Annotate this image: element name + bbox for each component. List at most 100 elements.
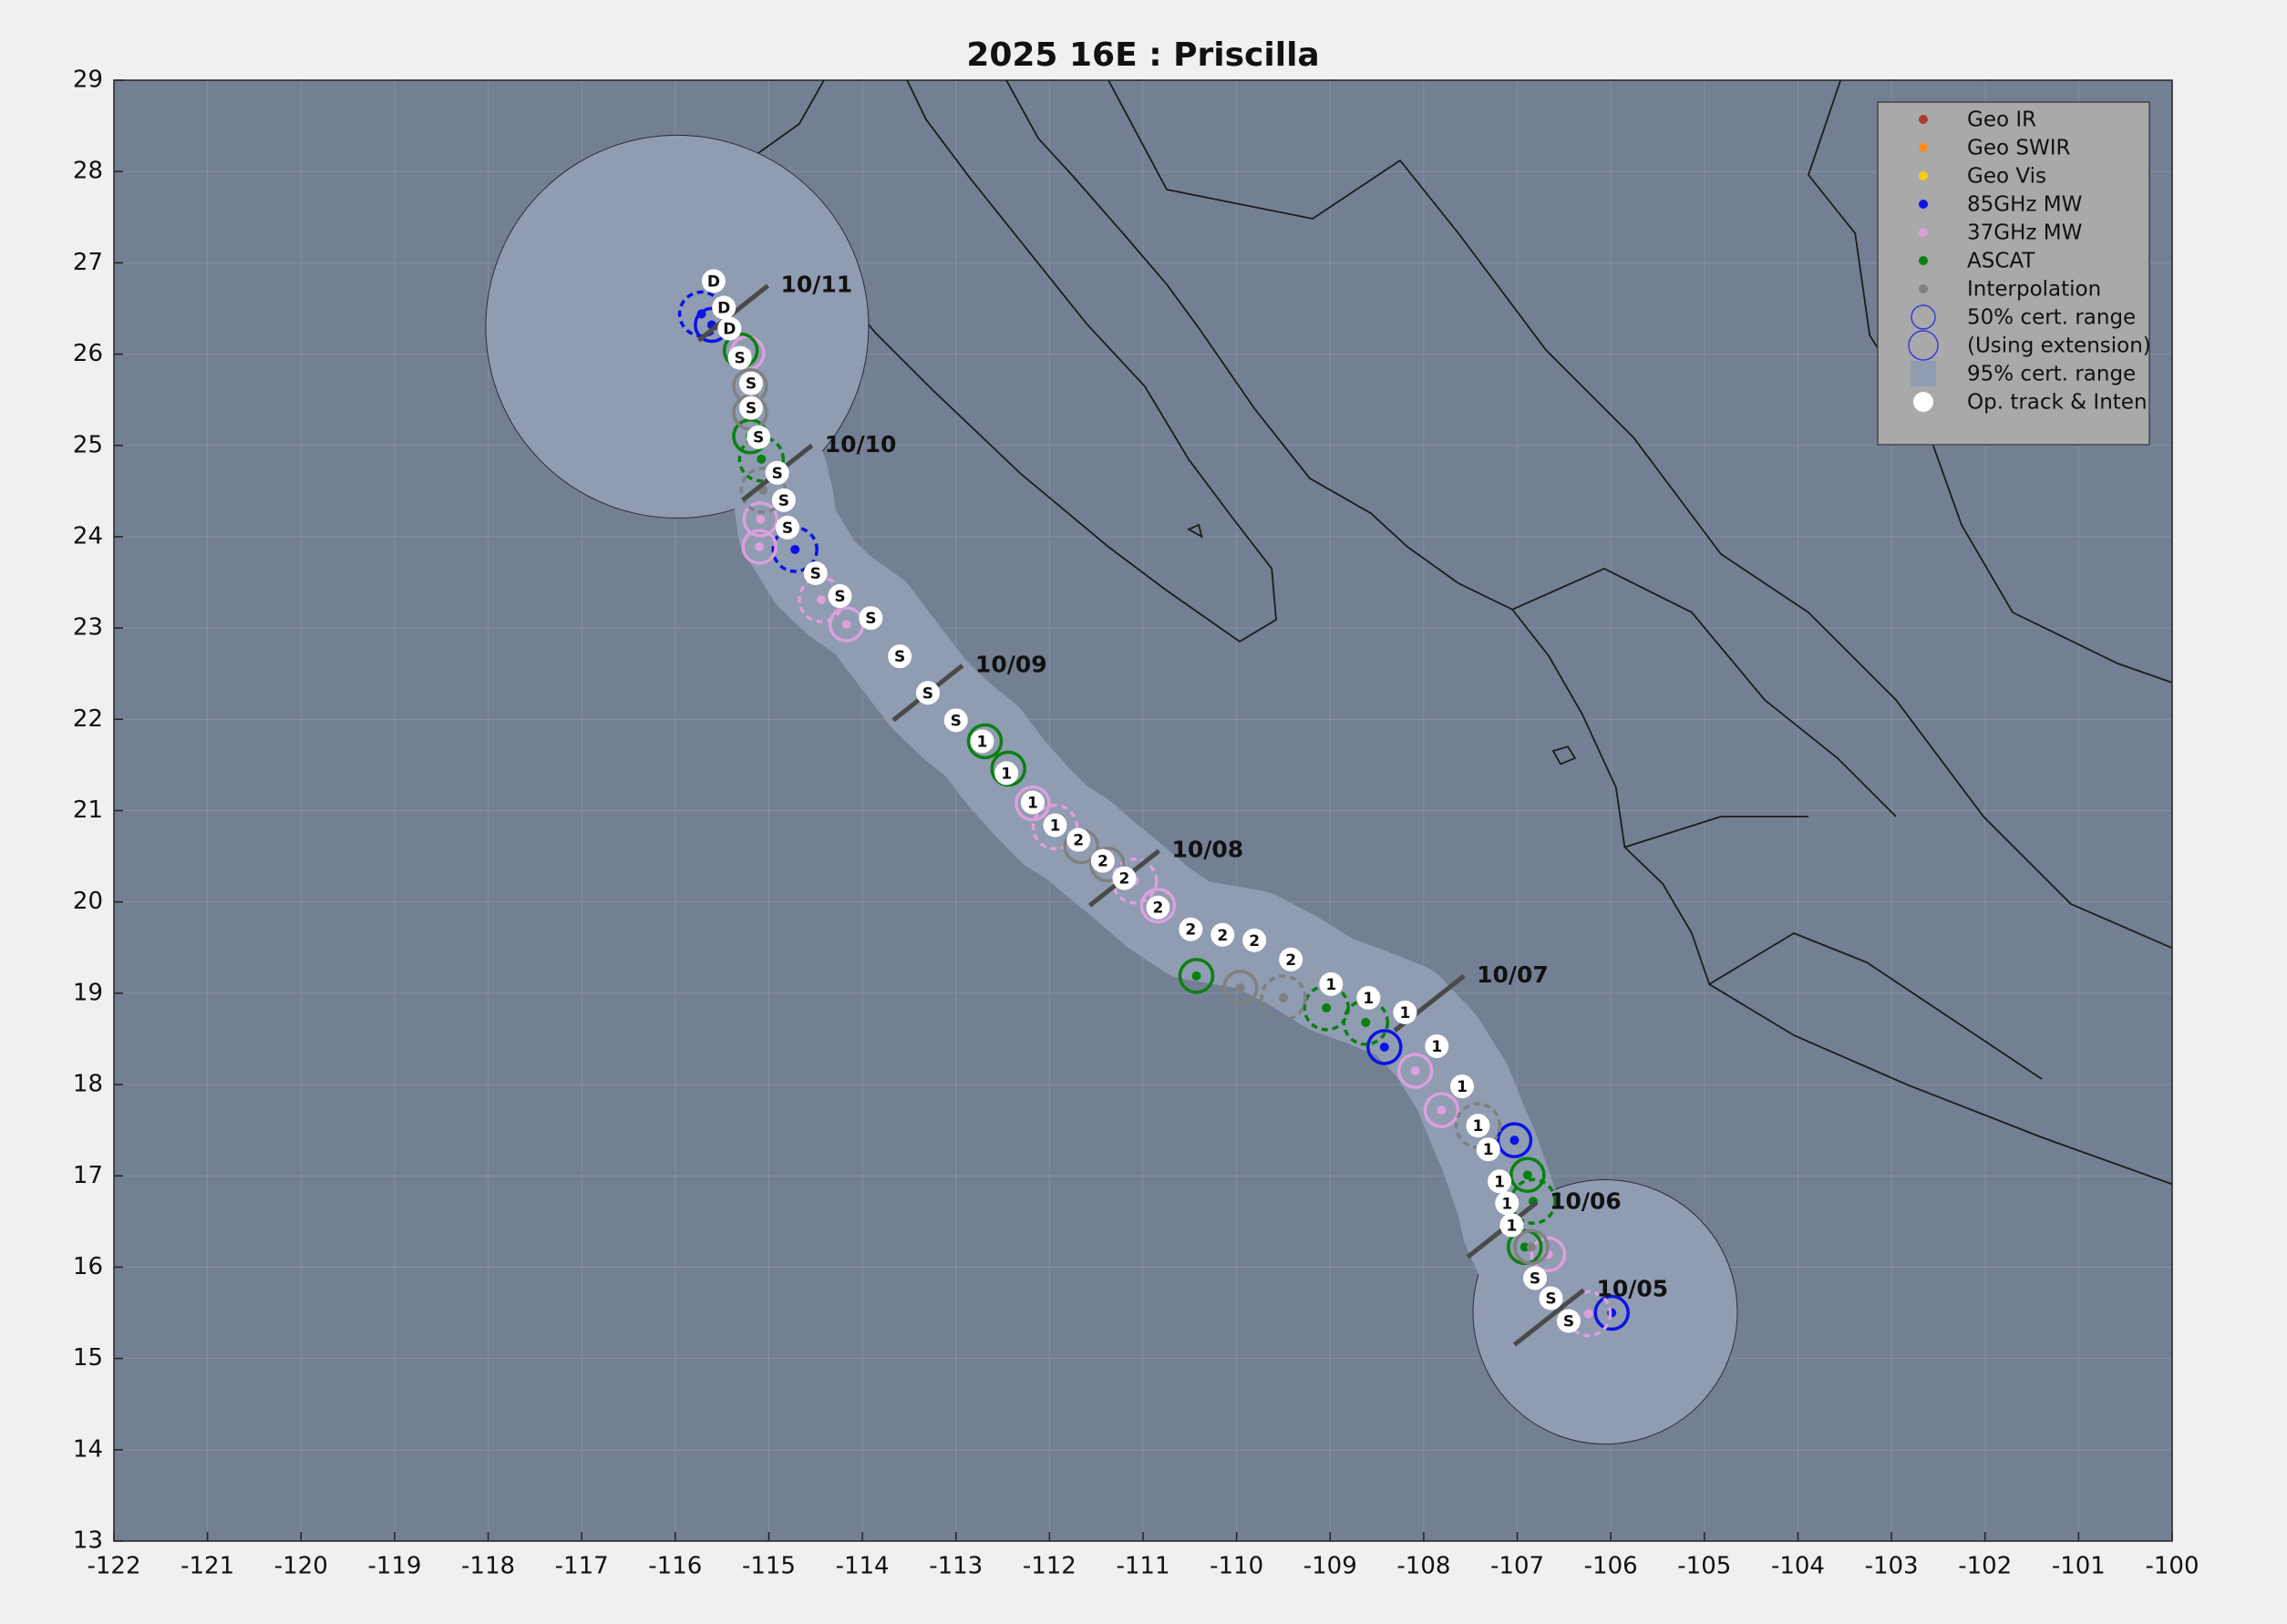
legend-label: 85GHz MW: [1967, 193, 2082, 217]
y-tick-label: 27: [73, 249, 103, 276]
fix-range: [1031, 803, 1079, 851]
track-point: [970, 729, 994, 754]
fix-point: [756, 514, 766, 524]
y-tick-label: 23: [73, 614, 103, 642]
track-point: [1393, 1000, 1417, 1024]
legend-marker: [1919, 143, 1928, 152]
track-intensity: 1: [1501, 1195, 1512, 1213]
x-tick-label: -106: [1584, 1553, 1638, 1580]
track-point: [915, 681, 940, 705]
track-point: [803, 561, 828, 586]
legend-marker: [1913, 392, 1933, 412]
track-point: [1356, 985, 1381, 1010]
x-tick-label: -109: [1303, 1553, 1357, 1580]
track-intensity: S: [778, 492, 789, 510]
track-point: [1090, 848, 1115, 873]
fix-range: [1178, 958, 1215, 994]
legend-marker: [1919, 115, 1928, 124]
x-tick-label: -103: [1865, 1553, 1919, 1580]
y-tick-label: 25: [73, 431, 103, 458]
x-tick-label: -100: [2145, 1553, 2199, 1580]
fix-range: [1513, 1228, 1550, 1266]
legend-marker: [1911, 304, 1936, 330]
legend-marker: [1908, 330, 1939, 361]
track-point: [747, 425, 771, 449]
track-point: [888, 644, 912, 669]
fix-range: [742, 501, 778, 538]
y-tick-label: 21: [73, 797, 103, 824]
date-label: 10/10: [825, 431, 897, 457]
x-tick-label: -113: [929, 1553, 983, 1580]
track-point: [859, 606, 883, 631]
track-point: [1242, 928, 1267, 952]
legend-label: Geo Vis: [1967, 165, 2046, 189]
track-point: [1449, 1074, 1474, 1099]
fix-point: [1520, 1242, 1530, 1252]
chart-title: 2025 16E : Priscilla: [966, 36, 1319, 74]
track-intensity: 1: [1483, 1141, 1494, 1159]
x-tick-label: -118: [461, 1553, 515, 1580]
legend-box: [1877, 101, 2150, 446]
state-borders: [1107, 79, 2172, 1080]
track-intensity: S: [772, 465, 783, 483]
x-tick-label: -110: [1210, 1553, 1263, 1580]
track-point: [701, 269, 726, 293]
fix-point: [790, 544, 800, 554]
fix-range: [966, 723, 1004, 760]
track-layer: 10/0510/0610/0710/0810/0910/1010/11SSS11…: [696, 269, 1668, 1347]
y-tick-label: 26: [73, 340, 103, 367]
track-intensity: 1: [1363, 990, 1374, 1008]
date-label: 10/08: [1171, 837, 1243, 863]
track-point: [1556, 1309, 1581, 1333]
fix-range: [741, 529, 778, 565]
track-intensity: 1: [1399, 1004, 1410, 1023]
fix-point: [841, 620, 851, 630]
track-intensity: 1: [1050, 817, 1061, 836]
track-intensity: 2: [1097, 853, 1108, 871]
track-intensity: 2: [1285, 951, 1296, 970]
legend-label: Op. track & Inten: [1967, 391, 2148, 415]
track-intensity: S: [746, 400, 757, 418]
track-point: [1495, 1191, 1520, 1216]
fix-range: [1496, 1122, 1533, 1158]
track-intensity: S: [951, 712, 962, 730]
fix-range: [1015, 785, 1051, 822]
y-tick-label: 22: [73, 705, 103, 733]
track-point: [1319, 971, 1344, 996]
track-point: [943, 708, 968, 733]
date-label: 10/05: [1596, 1276, 1668, 1302]
fix-point: [1509, 1136, 1520, 1146]
track-point: [765, 460, 789, 485]
x-tick-label: -120: [274, 1553, 328, 1580]
fix-point: [757, 454, 767, 464]
fix-point: [1191, 971, 1201, 981]
x-tick-label: -116: [648, 1553, 702, 1580]
track-point: [1488, 1169, 1512, 1194]
track-intensity: D: [707, 272, 720, 291]
track-intensity: 2: [1119, 870, 1130, 889]
legend-label: 50% cert. range: [1967, 306, 2136, 330]
y-tick-label: 13: [73, 1527, 103, 1555]
track-intensity: S: [1545, 1290, 1556, 1309]
legend-label: Geo SWIR: [1967, 137, 2070, 160]
track-point: [1112, 866, 1137, 890]
track-point: [738, 371, 763, 396]
track-point: [1539, 1286, 1563, 1311]
track-intensity: 1: [1457, 1078, 1468, 1096]
track-point: [1043, 813, 1067, 838]
x-tick-label: -111: [1116, 1553, 1169, 1580]
track-point: [1066, 827, 1091, 852]
fix-point: [1437, 1105, 1447, 1115]
fix-range: [1396, 1053, 1434, 1089]
x-tick-label: -108: [1396, 1553, 1450, 1580]
legend-label: 95% cert. range: [1967, 363, 2136, 386]
track-point: [1499, 1213, 1524, 1238]
x-tick-label: -102: [1958, 1553, 2012, 1580]
track-intensity: S: [1530, 1269, 1540, 1288]
legend-label: Geo IR: [1967, 108, 2036, 132]
y-tick-label: 24: [73, 522, 103, 550]
date-label: 10/06: [1550, 1187, 1622, 1214]
track-intensity: S: [746, 375, 757, 394]
track-point: [775, 515, 799, 540]
track-intensity: 2: [1073, 832, 1084, 850]
